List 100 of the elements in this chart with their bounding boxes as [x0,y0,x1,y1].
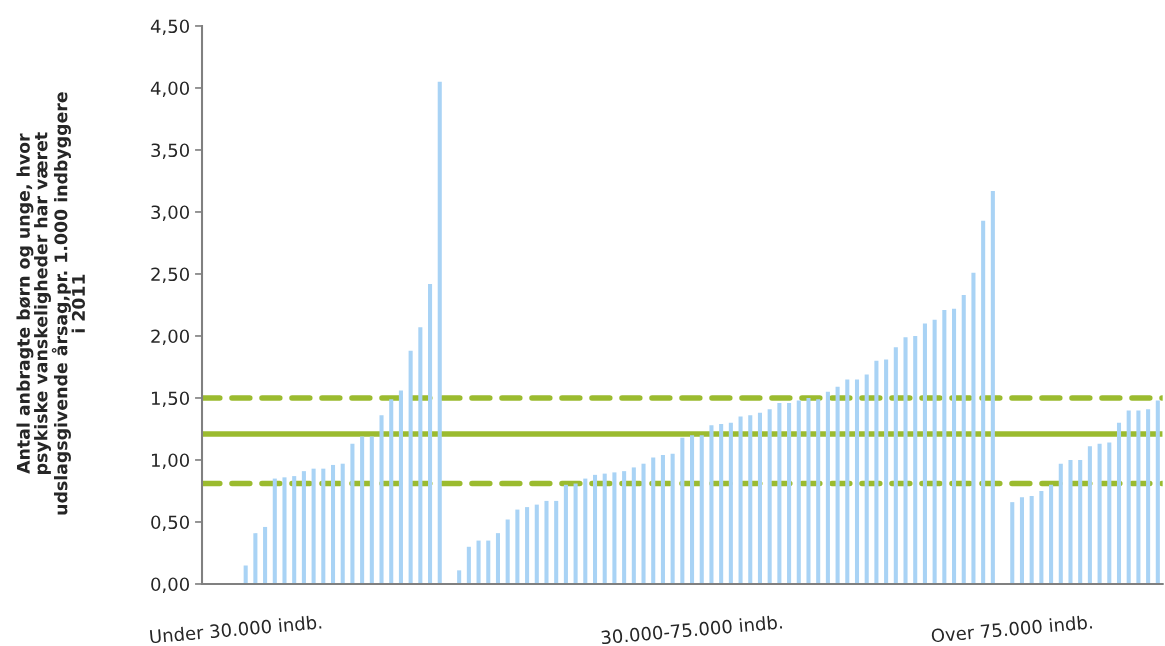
bar [952,308,957,584]
bar [622,471,627,584]
bar [942,309,947,584]
bar [680,437,685,584]
bar [301,471,306,584]
bar [777,402,782,584]
y-tick-label: 0,50 [151,515,190,531]
x-tick-label: 30.000-75.000 indb. [601,614,783,645]
bar [292,476,297,584]
bar [1078,459,1083,584]
bar [961,295,966,584]
y-tick-label: 2,50 [151,267,190,283]
bar [913,335,918,584]
bar [903,337,908,584]
x-tick-label: Under 30.000 indb. [149,614,322,644]
bar [719,424,724,584]
y-tick-label: 1,50 [151,391,190,407]
bar [1155,400,1160,584]
bar [864,374,869,584]
bar [457,570,462,584]
bar [748,415,753,584]
bar [699,435,704,584]
bar [1058,463,1063,584]
y-tick-label: 3,00 [151,205,190,221]
bar [690,435,695,584]
bar [253,533,258,584]
bar [330,464,336,584]
bar [1136,410,1141,584]
bar [757,412,763,584]
bar [437,81,442,584]
bar [592,474,598,584]
bar [573,483,578,584]
bar [495,533,501,584]
bar [981,220,986,584]
y-tick-label: 4,00 [150,81,190,97]
bar [854,379,860,584]
bar [641,463,646,584]
bar [971,272,976,584]
y-tick-label: 2,00 [151,329,190,345]
bar [389,399,394,584]
bar [263,526,268,584]
bar [505,519,510,584]
bar [845,379,850,584]
bar [874,360,879,584]
bar [825,391,830,584]
bar [554,500,559,584]
bar [321,468,326,584]
y-tick-label: 3,50 [151,143,190,159]
bar [534,504,539,584]
bar [796,400,801,584]
bar [515,509,520,584]
bar [350,443,355,584]
bar [1146,409,1151,584]
bar [990,190,995,584]
bar [1107,442,1112,584]
bar [728,422,733,584]
bar [418,327,423,584]
bar [612,472,617,584]
bar [631,467,636,584]
bar [583,478,588,584]
bar [651,457,656,584]
bar [360,436,365,584]
bar [379,415,384,584]
bar [893,347,898,584]
bar [1116,422,1122,584]
bar [428,283,433,584]
bar [282,477,287,584]
bar [1068,459,1073,584]
bar [525,507,530,584]
y-tick-label: 1,00 [151,453,190,469]
bar [1126,410,1131,584]
bar [1019,497,1025,584]
bar [787,402,792,584]
bar [709,425,714,584]
bar [932,319,937,584]
bar [767,409,772,584]
bar [806,397,811,584]
bar [922,323,927,584]
y-axis-title: Antal anbragte børn og unge, hvor psykiske vanskeligheder har været udslagsgivende årsag,pr. 1.000 indbyggere i 2011 [16,92,86,515]
y-tick-label: 4,50 [150,19,190,35]
bar [272,478,277,584]
bar [1087,446,1092,584]
bar [1039,490,1044,584]
bar [835,386,840,584]
bar [602,473,607,584]
x-tick-label: Over 75.000 indb. [931,614,1093,643]
bar [1029,495,1034,584]
bar [369,436,374,584]
bar [884,359,889,584]
bar [1010,502,1015,584]
bar [816,399,821,584]
bar [311,468,316,584]
bar [398,390,403,584]
bar [1049,484,1054,584]
y-tick-label: 0,00 [151,577,190,593]
bar [466,546,471,584]
bar [544,500,549,584]
bar [660,455,665,584]
bar [340,463,345,584]
bar [670,453,675,584]
